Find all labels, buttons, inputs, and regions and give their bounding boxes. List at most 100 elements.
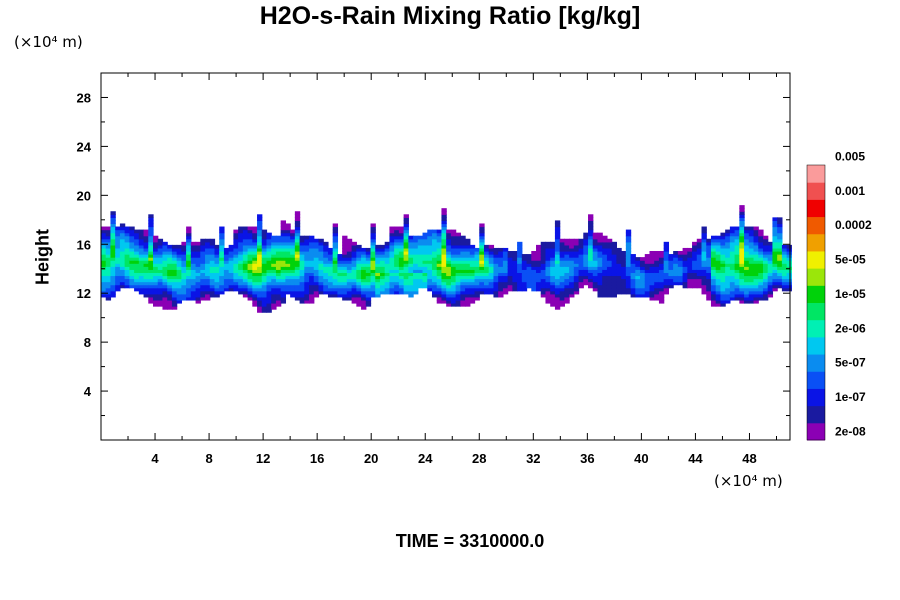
field-cell — [545, 278, 551, 283]
field-cell — [275, 296, 282, 301]
field-cell — [252, 241, 258, 246]
field-cell — [101, 241, 107, 246]
field-cell — [606, 269, 613, 274]
field-cell — [498, 260, 504, 264]
field-cell — [531, 260, 537, 264]
field-cell — [408, 250, 414, 255]
field-cell — [252, 266, 258, 270]
field-cell — [332, 254, 339, 258]
field-cell — [521, 260, 528, 264]
field-cell — [573, 275, 580, 280]
field-cell — [294, 296, 301, 301]
field-cell — [569, 238, 575, 243]
field-cell — [578, 263, 584, 267]
field-cell — [635, 272, 641, 277]
field-cell — [261, 287, 268, 292]
field-cell — [762, 266, 769, 270]
field-cell — [285, 226, 291, 231]
field-cell — [621, 266, 627, 270]
field-cell — [403, 223, 409, 228]
field-cell — [403, 263, 409, 267]
field-cell — [247, 263, 253, 267]
field-cell — [323, 260, 329, 264]
field-cell — [313, 254, 320, 258]
field-cell — [436, 278, 443, 283]
field-cell — [441, 257, 447, 261]
field-cell — [233, 278, 239, 283]
field-cell — [427, 269, 433, 274]
field-cell — [583, 232, 589, 237]
field-cell — [720, 266, 726, 270]
x-tick-label: 12 — [256, 451, 270, 466]
field-cell — [257, 229, 263, 234]
field-cell — [597, 244, 603, 249]
colorbar-label: 1e-07 — [835, 390, 866, 404]
field-cell — [233, 232, 239, 237]
field-cell — [554, 229, 561, 234]
field-cell — [517, 287, 523, 292]
field-cell — [285, 269, 291, 274]
field-cell — [772, 232, 778, 237]
field-cell — [394, 266, 400, 270]
field-cell — [616, 250, 622, 255]
field-cell — [484, 250, 490, 255]
field-cell — [507, 281, 513, 286]
field-cell — [162, 250, 168, 255]
field-cell — [441, 260, 447, 264]
field-cell — [119, 241, 126, 246]
field-cell — [758, 296, 764, 301]
field-cell — [266, 293, 272, 298]
field-cell — [441, 254, 447, 258]
field-cell — [554, 226, 561, 231]
field-cell — [233, 281, 239, 286]
field-cell — [616, 272, 622, 277]
field-cell — [687, 260, 693, 264]
field-cell — [101, 254, 107, 258]
field-cell — [602, 260, 608, 264]
field-cell — [606, 244, 613, 249]
field-cell — [517, 260, 523, 264]
field-cell — [517, 257, 523, 261]
field-cell — [247, 238, 253, 243]
field-cell — [446, 299, 452, 304]
field-cell — [772, 257, 778, 261]
field-cell — [460, 278, 466, 283]
colorbar-cell — [807, 233, 825, 252]
field-cell — [356, 272, 362, 277]
field-cell — [209, 281, 216, 286]
field-cell — [356, 269, 362, 274]
field-cell — [469, 266, 476, 270]
field-cell — [654, 257, 660, 261]
field-cell — [502, 250, 509, 255]
field-cell — [649, 260, 655, 264]
field-cell — [129, 229, 135, 234]
field-cell — [285, 257, 291, 261]
field-cell — [559, 278, 565, 283]
field-cell — [536, 278, 542, 283]
field-cell — [408, 284, 414, 289]
field-cell — [621, 281, 627, 286]
field-cell — [706, 275, 712, 280]
field-cell — [739, 217, 745, 222]
field-cell — [734, 226, 740, 231]
field-cell — [238, 278, 244, 283]
field-cell — [517, 244, 523, 249]
field-cell — [413, 269, 419, 274]
field-cell — [138, 254, 145, 258]
field-cell — [356, 302, 362, 307]
field-cell — [739, 220, 745, 225]
field-cell — [252, 263, 258, 267]
field-cell — [309, 281, 315, 286]
field-cell — [484, 244, 490, 249]
field-cell — [450, 281, 457, 286]
field-cell — [720, 299, 726, 304]
field-cell — [332, 272, 339, 277]
field-cell — [479, 269, 485, 274]
field-cell — [275, 299, 282, 304]
field-cell — [200, 247, 206, 252]
field-cell — [105, 229, 112, 234]
field-cell — [772, 278, 778, 283]
field-cell — [285, 275, 291, 280]
field-cell — [635, 278, 641, 283]
field-cell — [460, 290, 466, 295]
